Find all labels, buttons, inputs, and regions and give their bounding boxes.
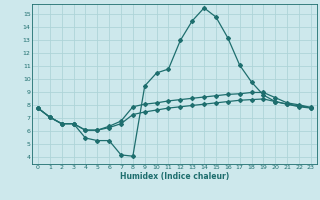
X-axis label: Humidex (Indice chaleur): Humidex (Indice chaleur) [120, 172, 229, 181]
